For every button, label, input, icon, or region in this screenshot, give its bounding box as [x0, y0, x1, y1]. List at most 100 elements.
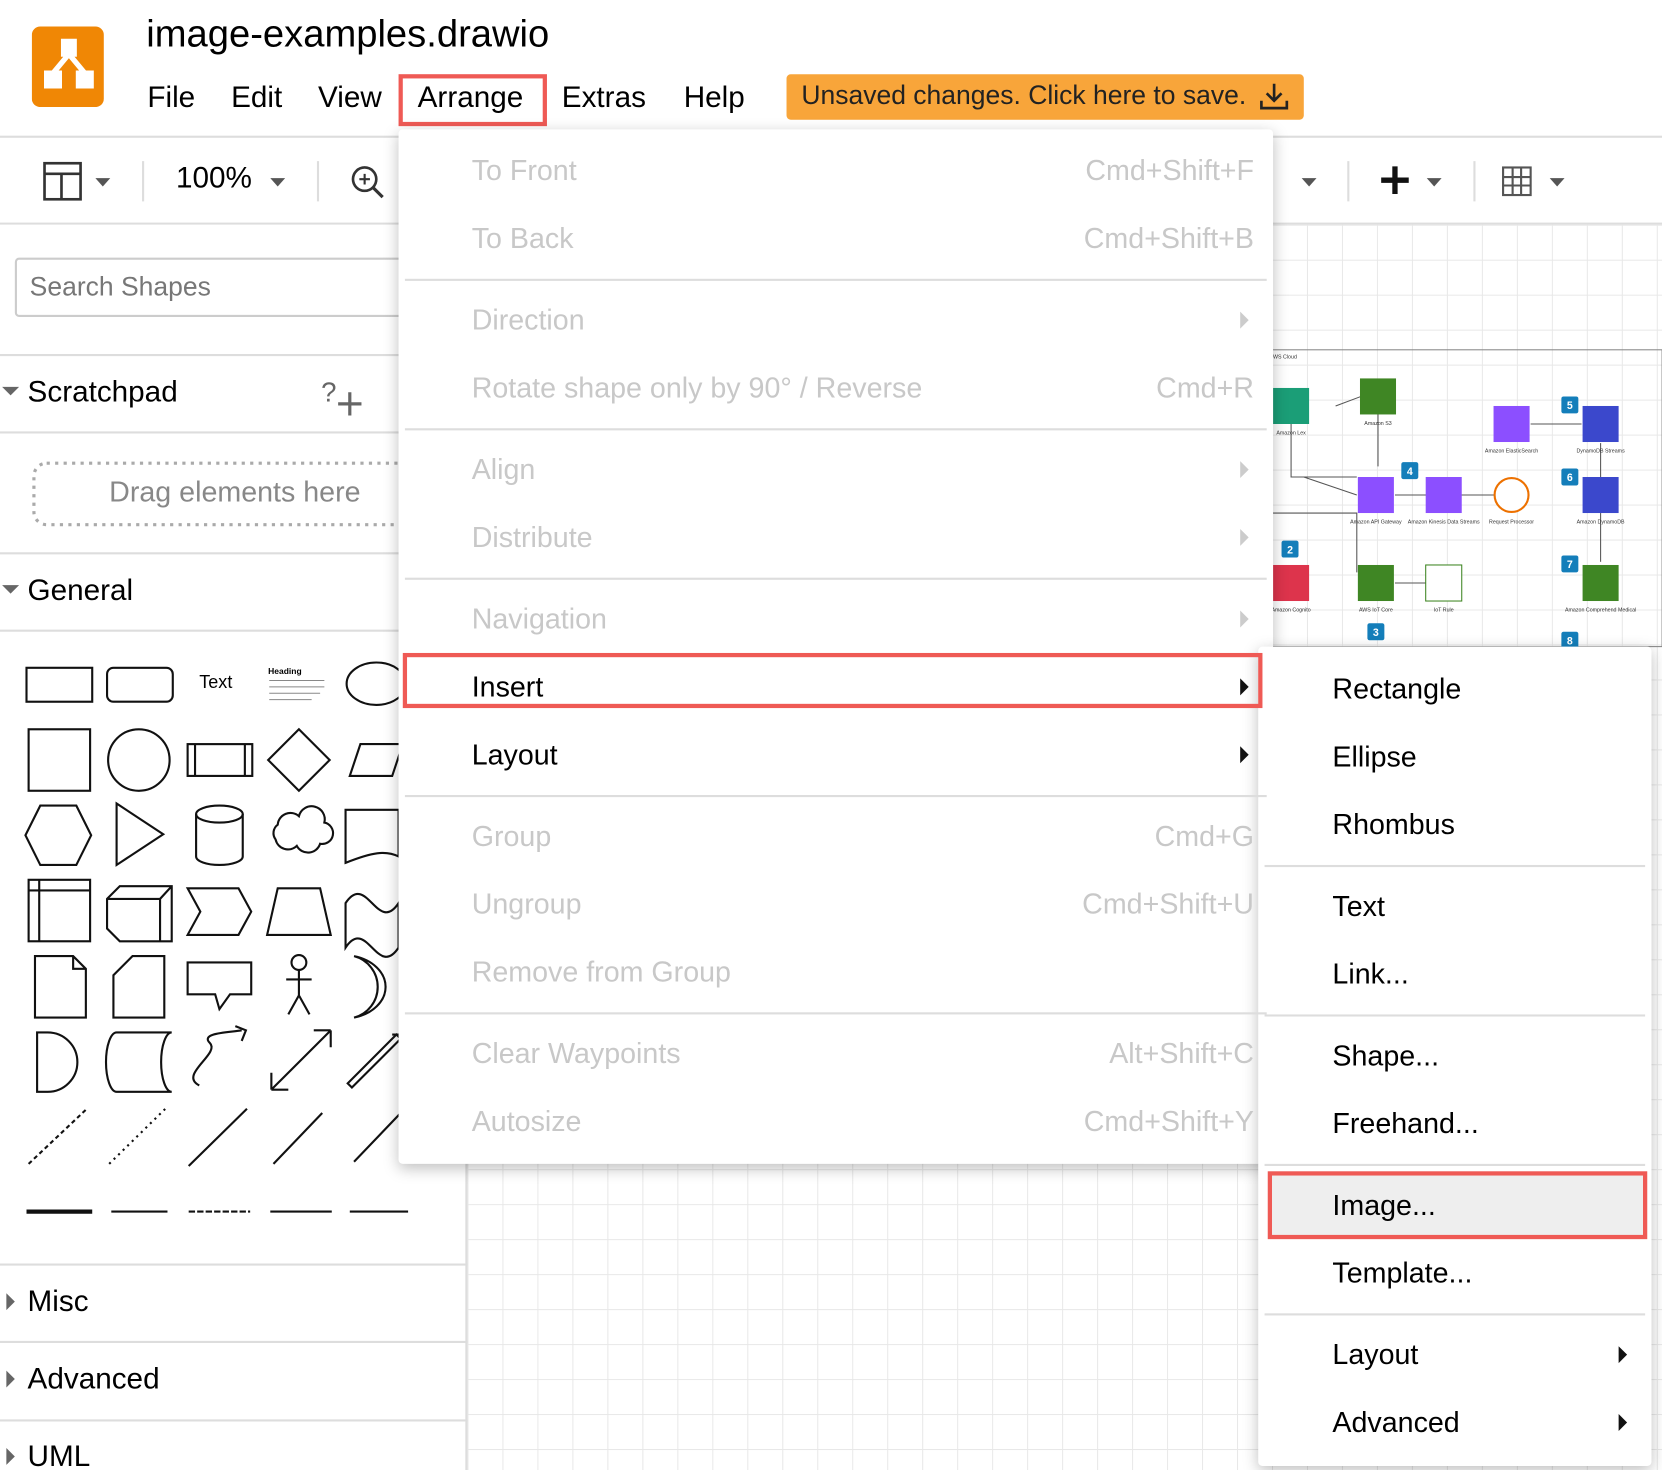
- submenu-arrow: [1240, 528, 1249, 546]
- node-label: Amazon Lex: [1276, 431, 1306, 437]
- shortcut: Cmd+G: [1154, 819, 1254, 852]
- menu-separator: [404, 577, 1267, 580]
- node-label: Amazon Kinesis Data Streams: [1408, 520, 1480, 526]
- step-number: 8: [1567, 635, 1573, 647]
- node-icon: [1582, 405, 1619, 443]
- step-number: 4: [1407, 466, 1413, 478]
- help-button[interactable]: ?: [321, 375, 337, 408]
- shortcut: Cmd+Shift+F: [1085, 154, 1254, 187]
- node-icon: [1273, 564, 1310, 602]
- step-number: 2: [1287, 544, 1293, 556]
- shortcut: Cmd+Shift+U: [1082, 887, 1254, 920]
- node-icon: [1359, 378, 1397, 415]
- step-badge: [1281, 540, 1299, 558]
- menu-item[interactable]: Layout: [1332, 1338, 1419, 1371]
- save-banner[interactable]: [786, 74, 1304, 120]
- step-number: 6: [1567, 472, 1573, 484]
- node-icon: [1425, 476, 1462, 514]
- node-label: DynamoDB Streams: [1576, 449, 1625, 455]
- step-badge: [1401, 462, 1419, 480]
- menu-item[interactable]: Advanced: [1332, 1406, 1460, 1438]
- node-icon: [1273, 387, 1310, 424]
- menu-item: Direction: [471, 303, 585, 336]
- node-label: Amazon API Gateway: [1350, 520, 1402, 526]
- menu-item[interactable]: Insert: [471, 670, 544, 703]
- zoom-level[interactable]: 100%: [175, 161, 252, 194]
- menu-item[interactable]: Extras: [561, 80, 646, 114]
- menu-item[interactable]: Rhombus: [1332, 808, 1455, 841]
- menu-item: Autosize: [471, 1105, 582, 1137]
- arrange-menu: [398, 129, 1274, 1164]
- section-title[interactable]: Advanced: [27, 1362, 160, 1395]
- section-title[interactable]: Misc: [27, 1284, 89, 1318]
- shape-label[interactable]: Heading: [268, 666, 302, 676]
- connector: [1303, 476, 1357, 496]
- menu-separator: [404, 1012, 1267, 1015]
- step-badge: [1367, 623, 1385, 641]
- menu-separator: [1264, 1163, 1646, 1166]
- document-title[interactable]: image-examples.drawio: [146, 11, 550, 56]
- submenu-arrow: [1618, 1346, 1628, 1364]
- shape-label[interactable]: Text: [199, 672, 233, 693]
- connector: [1271, 512, 1358, 573]
- menu-item[interactable]: Arrange: [417, 80, 524, 114]
- menu-item: Ungroup: [471, 887, 582, 920]
- section-title[interactable]: General: [27, 573, 134, 607]
- menu-separator: [1264, 864, 1646, 868]
- node-label: Amazon DynamoDB: [1577, 520, 1625, 526]
- menu-item[interactable]: Edit: [231, 80, 283, 114]
- node-label: AWS IoT Core: [1359, 608, 1393, 614]
- menu-item: Align: [471, 453, 536, 485]
- submenu-arrow: [1240, 610, 1249, 628]
- menu-item[interactable]: File: [147, 80, 196, 114]
- section-title[interactable]: Scratchpad: [27, 375, 178, 409]
- node-label: Amazon ElasticSearch: [1485, 449, 1538, 455]
- shortcut: Cmd+R: [1156, 371, 1254, 404]
- sidebar-shapes: [0, 354, 468, 1465]
- insert-submenu: [1258, 646, 1652, 1466]
- toolbar-icons: [43, 161, 1565, 202]
- menu-item[interactable]: Layout: [471, 738, 558, 771]
- menu-separator: [404, 794, 1267, 798]
- search-placeholder: Search Shapes: [29, 271, 211, 302]
- shortcut: Alt+Shift+C: [1109, 1037, 1254, 1070]
- menu-item[interactable]: Shape...: [1332, 1039, 1440, 1072]
- menu-separator: [404, 428, 1267, 431]
- region-label: WS Cloud: [1273, 354, 1297, 360]
- menu-separator: [404, 278, 1267, 281]
- menu-item[interactable]: Link...: [1332, 957, 1409, 990]
- node-label: Amazon Comprehend Medical: [1565, 608, 1636, 614]
- node-label: Amazon Cognito: [1271, 608, 1310, 614]
- section-title[interactable]: UML: [27, 1439, 91, 1470]
- step-number: 7: [1567, 559, 1573, 571]
- app-logo[interactable]: [31, 26, 104, 108]
- node-icon: [1582, 476, 1619, 514]
- highlight-box: [398, 74, 547, 127]
- submenu-arrow: [1240, 678, 1249, 696]
- submenu-arrow: [1618, 1414, 1628, 1431]
- step-badge: [1561, 631, 1579, 649]
- menu-item: Distribute: [471, 520, 593, 553]
- menu-item[interactable]: Freehand...: [1332, 1107, 1479, 1139]
- menu-item[interactable]: Help: [683, 80, 745, 114]
- submenu-arrow: [1240, 746, 1249, 764]
- menu-item[interactable]: Rectangle: [1332, 672, 1462, 705]
- node-label: Request Processor: [1489, 520, 1534, 526]
- node-icon: [1493, 476, 1530, 514]
- drop-hint: Drag elements here: [109, 475, 361, 508]
- node-icon: [1357, 476, 1394, 514]
- step-badge: [1561, 468, 1579, 486]
- menu-item: Remove from Group: [471, 955, 731, 988]
- menu-item[interactable]: Template...: [1332, 1256, 1473, 1289]
- node-label: IoT Rule: [1434, 608, 1454, 614]
- menu-item: Rotate shape only by 90° / Reverse: [471, 371, 923, 404]
- menu-item[interactable]: Ellipse: [1332, 740, 1417, 773]
- save-banner-text: Unsaved changes. Click here to save.: [801, 80, 1247, 110]
- menu-item[interactable]: Image...: [1332, 1188, 1436, 1221]
- menu-item[interactable]: View: [317, 80, 382, 114]
- shortcut: Cmd+Shift+B: [1083, 222, 1254, 254]
- menu-item[interactable]: Text: [1332, 889, 1385, 922]
- item-highlight: [1267, 1171, 1648, 1240]
- connector: [1290, 421, 1357, 478]
